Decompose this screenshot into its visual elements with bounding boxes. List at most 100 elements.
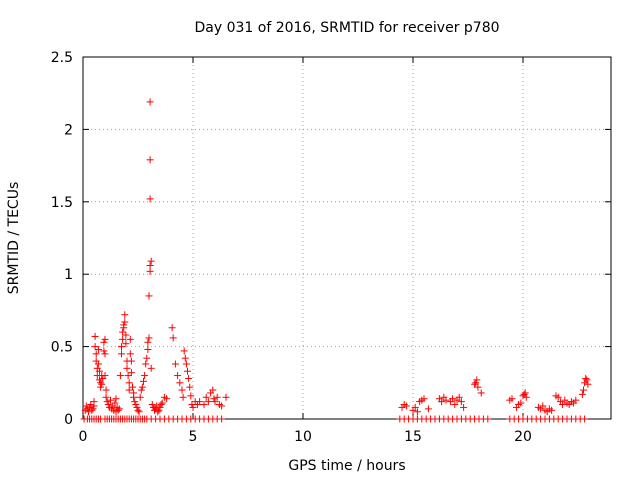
- data-point: [94, 345, 102, 353]
- data-point: [103, 398, 111, 406]
- data-point: [420, 395, 428, 403]
- data-point: [104, 401, 112, 409]
- data-point: [168, 324, 176, 332]
- data-point: [91, 343, 99, 351]
- data-point: [163, 395, 171, 403]
- data-point: [88, 406, 96, 414]
- data-point: [133, 403, 141, 411]
- data-point: [118, 343, 125, 351]
- data-point: [522, 393, 530, 401]
- data-point: [539, 402, 547, 410]
- data-point: [141, 372, 149, 380]
- y-tick-label: 0.5: [51, 340, 73, 356]
- data-point: [484, 415, 492, 423]
- data-point: [185, 374, 193, 382]
- grid-lines: [83, 57, 611, 419]
- data-point: [120, 321, 128, 329]
- data-point: [146, 156, 154, 164]
- data-point: [107, 396, 114, 404]
- data-point: [138, 383, 146, 391]
- data-point: [211, 398, 219, 406]
- data-point: [147, 364, 155, 372]
- data-point: [127, 369, 135, 377]
- data-point: [126, 335, 134, 343]
- data-point: [187, 392, 195, 400]
- data-point: [94, 360, 102, 368]
- data-point: [181, 354, 189, 362]
- data-point: [209, 386, 217, 394]
- data-point: [472, 379, 480, 387]
- data-point: [129, 383, 136, 391]
- data-point: [572, 396, 580, 404]
- data-point: [473, 376, 481, 384]
- data-point: [438, 398, 446, 406]
- data-point: [521, 389, 529, 397]
- data-point: [100, 347, 108, 355]
- y-axis-label: SRMTID / TECUs: [6, 182, 22, 295]
- data-point: [85, 408, 92, 416]
- data-point: [196, 398, 204, 406]
- y-tick-label: 2: [64, 122, 73, 138]
- y-tick-label: 1: [64, 267, 73, 283]
- x-tick-label: 20: [514, 429, 532, 445]
- data-point: [96, 376, 103, 384]
- data-point: [112, 395, 120, 403]
- y-tick-label: 2.5: [51, 50, 73, 66]
- data-point: [178, 386, 186, 394]
- data-point: [218, 415, 226, 423]
- data-point: [204, 398, 212, 406]
- data-point: [200, 401, 208, 409]
- x-tick-label: 10: [294, 429, 312, 445]
- data-point: [142, 360, 150, 368]
- data-point: [449, 395, 457, 403]
- data-point: [402, 402, 410, 410]
- data-point: [148, 401, 156, 409]
- data-point: [559, 401, 567, 409]
- data-point: [413, 408, 421, 416]
- data-point: [134, 406, 142, 414]
- data-point: [124, 372, 132, 380]
- data-point: [189, 403, 197, 411]
- data-point: [100, 338, 108, 346]
- data-point: [554, 393, 562, 401]
- data-point: [146, 195, 154, 203]
- data-point: [130, 389, 138, 397]
- data-points: [80, 98, 592, 423]
- data-point: [158, 399, 166, 407]
- data-point: [222, 393, 230, 401]
- data-point: [82, 402, 90, 410]
- data-point: [144, 338, 152, 346]
- data-point: [102, 386, 110, 394]
- x-tick-label: 15: [404, 429, 422, 445]
- data-point: [169, 334, 177, 342]
- data-point: [131, 398, 139, 406]
- data-point: [101, 335, 109, 343]
- data-point: [146, 98, 154, 106]
- data-point: [123, 364, 131, 372]
- data-point: [132, 401, 140, 409]
- data-point: [121, 311, 129, 319]
- data-point: [580, 386, 587, 394]
- data-point: [90, 398, 98, 406]
- data-point: [442, 396, 450, 404]
- data-point: [154, 408, 162, 416]
- data-point: [98, 380, 106, 388]
- data-point: [127, 357, 135, 365]
- data-point: [136, 393, 144, 401]
- data-point: [119, 335, 127, 343]
- data-point: [174, 372, 182, 380]
- data-point: [210, 395, 218, 403]
- data-point: [140, 377, 147, 385]
- data-point: [144, 345, 152, 353]
- data-point: [116, 372, 124, 380]
- x-axis-label: GPS time / hours: [288, 458, 405, 474]
- y-tick-label: 1.5: [51, 195, 73, 211]
- data-point: [213, 393, 221, 401]
- data-point: [147, 257, 155, 265]
- data-point: [146, 262, 154, 270]
- x-tick-label: 5: [189, 429, 198, 445]
- data-point: [126, 350, 134, 358]
- data-point: [102, 393, 110, 401]
- data-point: [202, 393, 210, 401]
